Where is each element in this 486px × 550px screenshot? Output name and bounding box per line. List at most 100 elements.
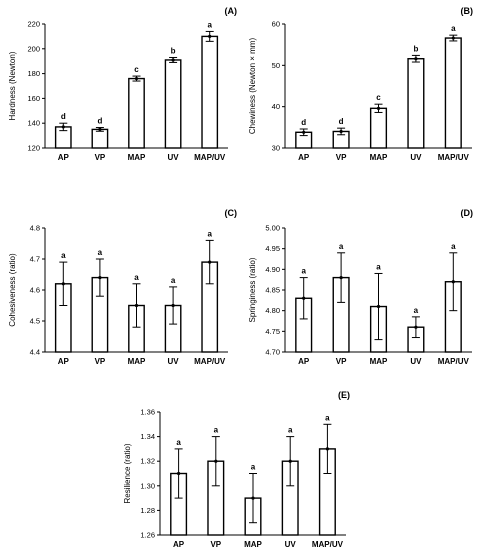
x-tick-label: VP bbox=[336, 153, 347, 162]
x-tick-label: MAP/UV bbox=[312, 540, 344, 549]
x-tick-label: UV bbox=[285, 540, 297, 549]
significance-letter: d bbox=[339, 117, 344, 126]
mean-point bbox=[61, 125, 65, 129]
panel-a: 120 140 160 180 200 220 Hardness (Newton) (A) d A… bbox=[8, 6, 237, 162]
mean-point bbox=[376, 304, 381, 309]
significance-letter: a bbox=[171, 276, 176, 285]
y-tick-label: 1.36 bbox=[140, 408, 155, 417]
panel-label: (B) bbox=[461, 6, 474, 16]
significance-letter: b bbox=[171, 46, 176, 55]
x-tick-label: MAP/UV bbox=[438, 357, 470, 366]
panel-d: 4.70 4.75 4.80 4.85 4.90 4.95 5.00 Springiness … bbox=[248, 208, 473, 366]
y-tick-label: 200 bbox=[27, 44, 40, 53]
x-tick-label: MAP bbox=[370, 153, 388, 162]
y-tick-label: 4.75 bbox=[265, 327, 280, 336]
mean-point bbox=[171, 303, 175, 308]
x-tick-label: MAP/UV bbox=[194, 357, 226, 366]
y-tick-label: 50 bbox=[272, 61, 280, 70]
y-tick-label: 40 bbox=[272, 102, 280, 111]
significance-letter: a bbox=[414, 306, 419, 315]
mean-point bbox=[376, 106, 381, 110]
x-tick-label: AP bbox=[173, 540, 185, 549]
mean-point bbox=[134, 303, 139, 308]
bar bbox=[91, 128, 109, 149]
mean-point bbox=[325, 447, 329, 451]
significance-letter: a bbox=[61, 251, 66, 260]
mean-point bbox=[451, 36, 455, 40]
panel-label: (C) bbox=[225, 208, 238, 218]
mean-point bbox=[339, 129, 343, 134]
bar bbox=[407, 58, 425, 149]
mean-point bbox=[414, 325, 418, 329]
mean-point bbox=[171, 58, 175, 62]
y-tick-label: 1.28 bbox=[140, 506, 155, 515]
y-tick-label: 5.00 bbox=[265, 224, 280, 233]
bar bbox=[369, 107, 388, 149]
significance-letter: d bbox=[97, 117, 102, 126]
mean-point bbox=[208, 260, 212, 264]
y-tick-label: 4.95 bbox=[265, 244, 280, 253]
mean-point bbox=[134, 76, 139, 81]
panel-e: 1.26 1.28 1.30 1.32 1.34 1.36 Resilience (rati… bbox=[123, 390, 350, 549]
y-axis-title: Hardness (Newton) bbox=[8, 51, 17, 120]
x-tick-label: UV bbox=[168, 153, 180, 162]
significance-letter: a bbox=[214, 426, 219, 435]
significance-letter: a bbox=[301, 267, 306, 276]
panel-label: (D) bbox=[461, 208, 474, 218]
x-tick-label: MAP bbox=[370, 357, 388, 366]
panel-c: 4.4 4.5 4.6 4.7 4.8 Cohesiveness (ratio) (C) a A… bbox=[8, 208, 237, 366]
mean-point bbox=[288, 459, 292, 463]
x-tick-label: UV bbox=[410, 357, 422, 366]
mean-point bbox=[214, 459, 218, 463]
y-tick-label: 4.90 bbox=[265, 265, 280, 274]
x-tick-label: VP bbox=[336, 357, 347, 366]
significance-letter: a bbox=[98, 248, 103, 257]
significance-letter: a bbox=[251, 463, 256, 472]
y-axis-title: Cohesiveness (ratio) bbox=[8, 253, 17, 327]
panel-label: (A) bbox=[225, 6, 238, 16]
y-tick-label: 4.7 bbox=[30, 255, 40, 264]
y-axis-title: Springiness (ratio) bbox=[248, 257, 257, 322]
y-tick-label: 4.5 bbox=[30, 317, 40, 326]
mean-point bbox=[451, 280, 455, 284]
x-tick-label: AP bbox=[298, 153, 310, 162]
mean-point bbox=[61, 282, 65, 286]
x-tick-label: UV bbox=[410, 153, 422, 162]
y-tick-label: 4.85 bbox=[265, 286, 280, 295]
bar bbox=[164, 59, 182, 149]
y-tick-label: 4.4 bbox=[30, 348, 40, 357]
significance-letter: a bbox=[339, 242, 344, 251]
y-tick-label: 1.26 bbox=[140, 531, 155, 540]
mean-point bbox=[98, 127, 102, 131]
mean-point bbox=[177, 471, 181, 476]
x-tick-label: VP bbox=[95, 357, 106, 366]
x-tick-label: VP bbox=[210, 540, 221, 549]
x-tick-label: MAP bbox=[244, 540, 262, 549]
x-tick-label: AP bbox=[298, 357, 310, 366]
x-tick-label: AP bbox=[58, 357, 70, 366]
significance-letter: a bbox=[207, 229, 212, 238]
significance-letter: d bbox=[61, 112, 66, 121]
y-axis-title: Resilience (ratio) bbox=[123, 443, 132, 503]
mean-point bbox=[251, 496, 255, 500]
x-tick-label: AP bbox=[58, 153, 70, 162]
y-tick-label: 180 bbox=[27, 69, 40, 78]
x-tick-label: MAP/UV bbox=[194, 153, 226, 162]
mean-point bbox=[414, 57, 418, 61]
significance-letter: a bbox=[288, 426, 293, 435]
y-tick-label: 4.80 bbox=[265, 306, 280, 315]
significance-letter: a bbox=[134, 273, 139, 282]
y-tick-label: 30 bbox=[272, 144, 280, 153]
y-tick-label: 220 bbox=[27, 20, 40, 29]
significance-letter: d bbox=[301, 118, 306, 127]
mean-point bbox=[302, 296, 306, 300]
x-tick-label: UV bbox=[168, 357, 180, 366]
mean-point bbox=[208, 34, 212, 39]
x-tick-label: VP bbox=[95, 153, 106, 162]
significance-letter: c bbox=[134, 65, 139, 74]
y-axis-title: Chewiness (Newton × mm) bbox=[248, 38, 257, 135]
y-tick-label: 120 bbox=[27, 144, 40, 153]
y-tick-label: 140 bbox=[27, 119, 40, 128]
significance-letter: b bbox=[413, 44, 418, 53]
y-tick-label: 1.32 bbox=[140, 457, 155, 466]
